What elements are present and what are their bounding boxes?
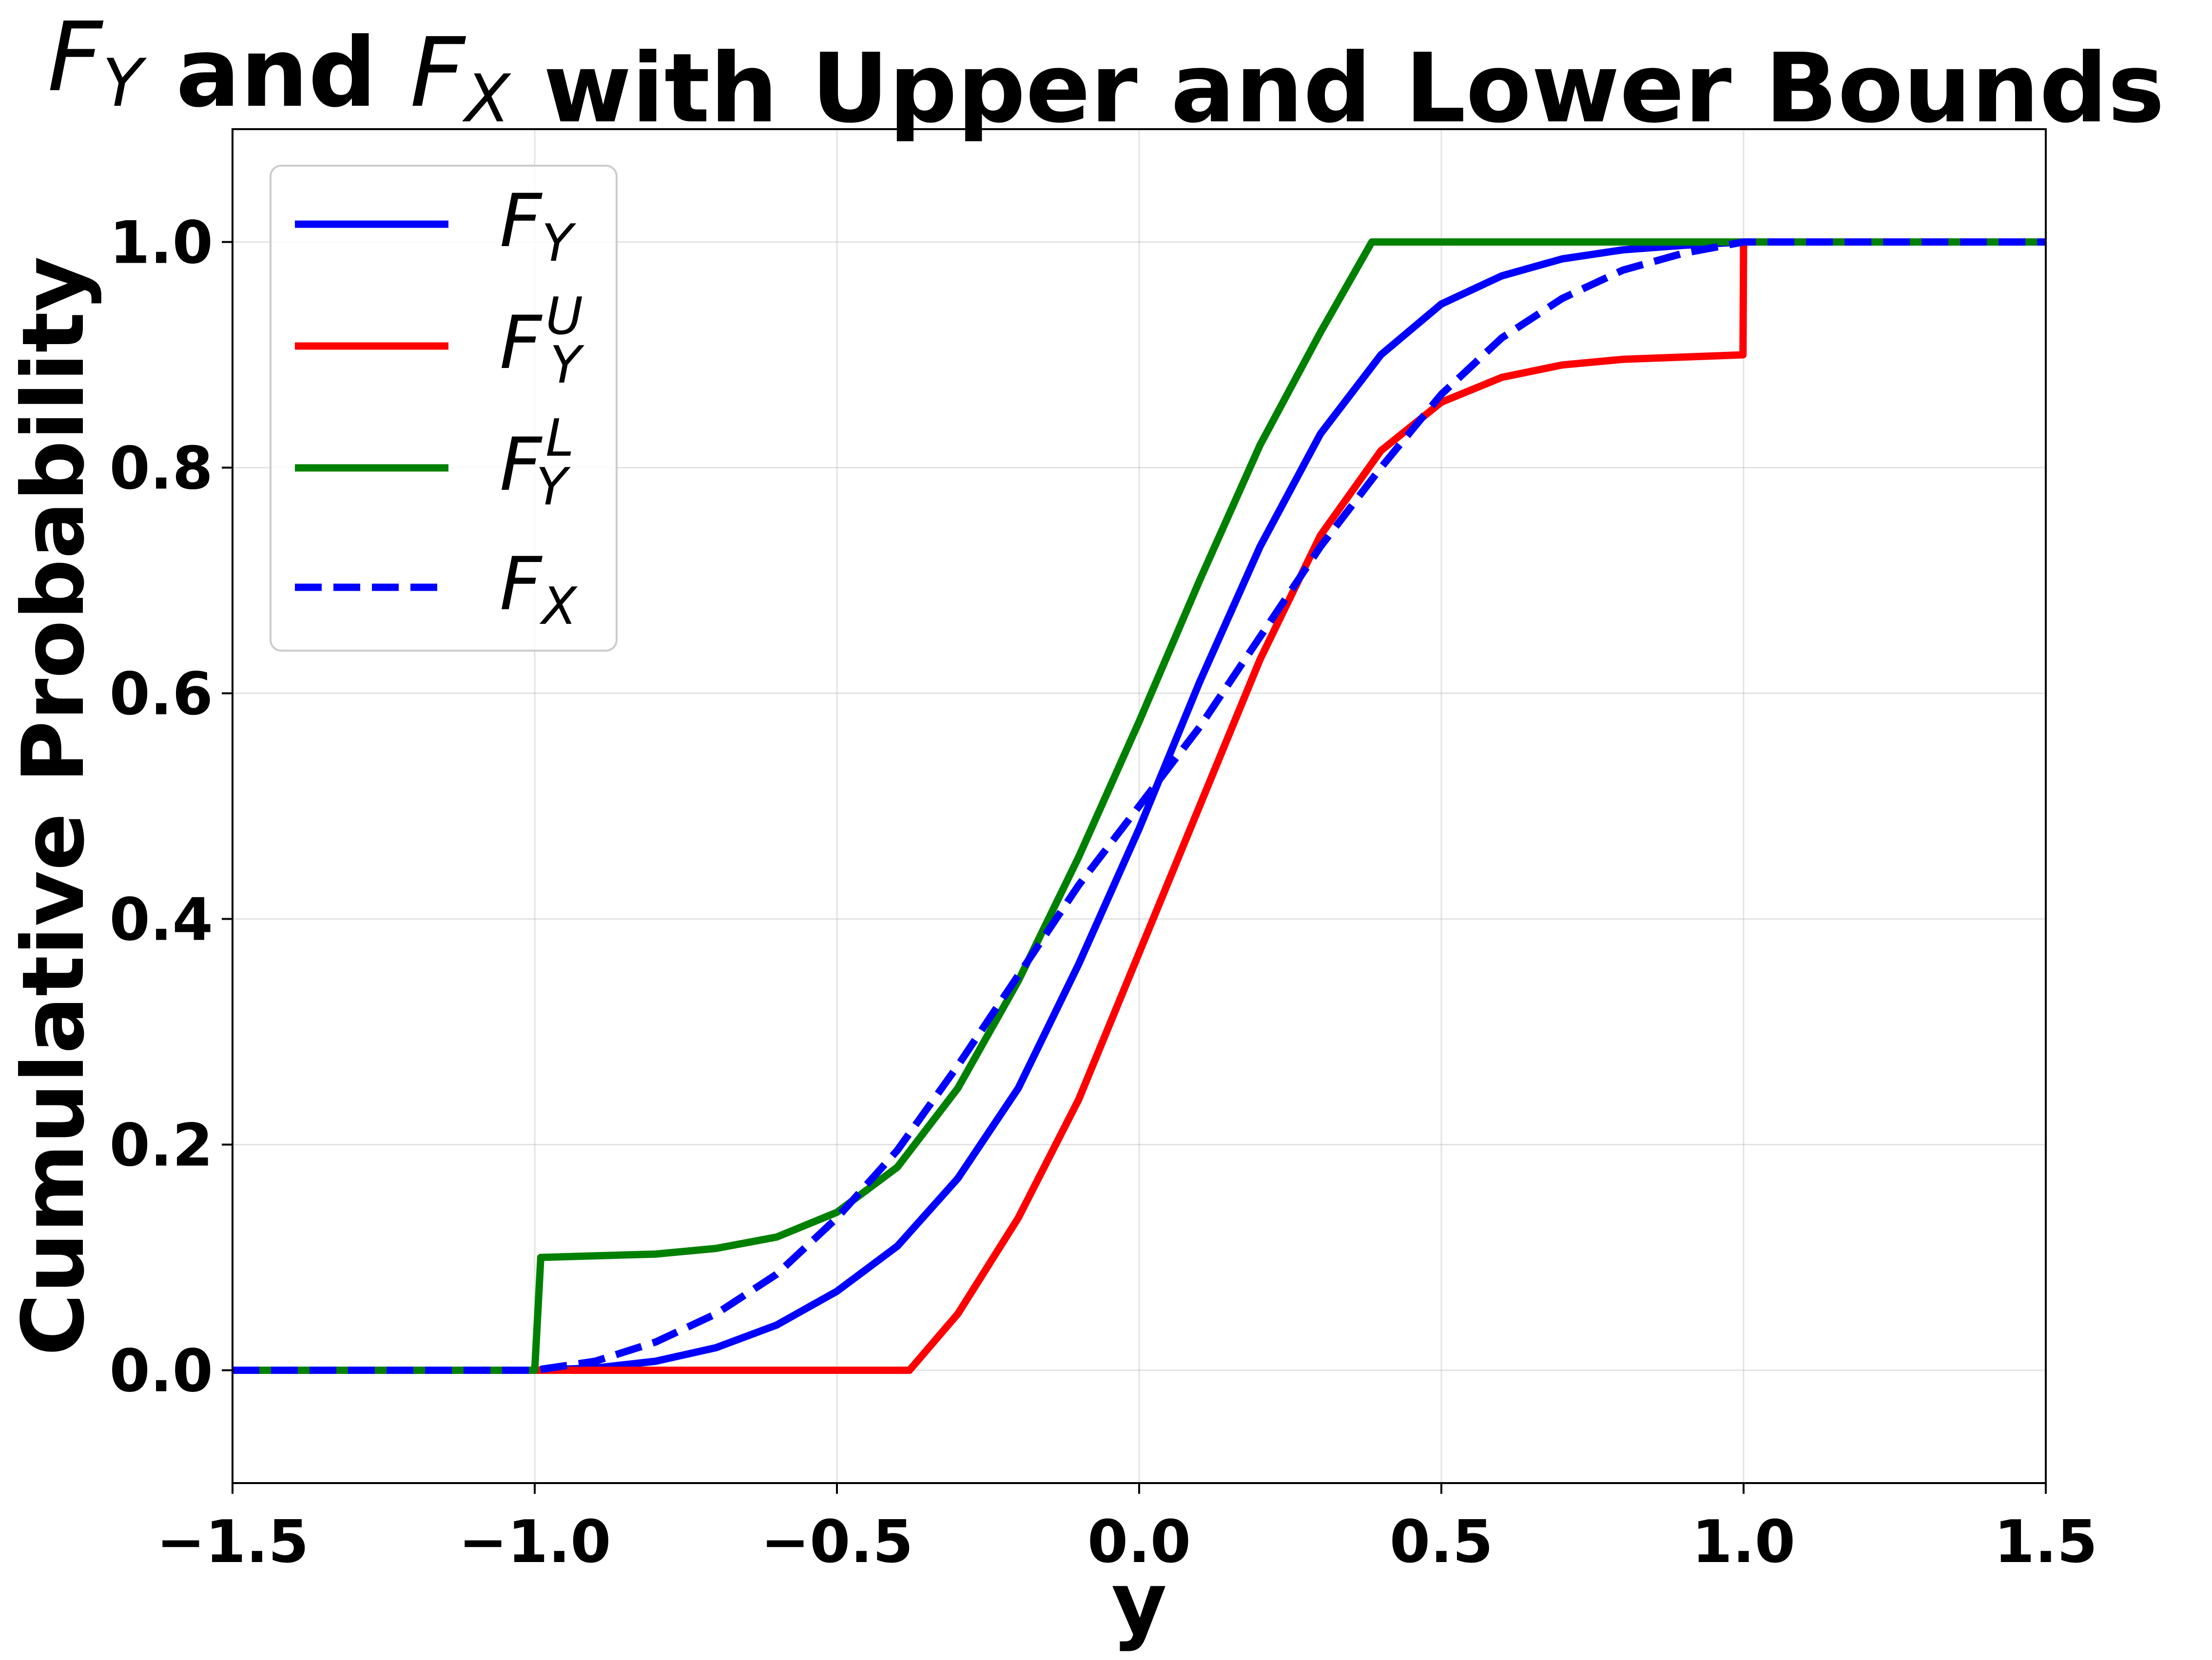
legend-label: FX xyxy=(500,542,578,636)
x-tick-label: 1.0 xyxy=(1692,1508,1796,1576)
x-tick-label: −0.5 xyxy=(760,1508,913,1576)
y-tick-label: 0.4 xyxy=(109,887,213,954)
title-text-part: and xyxy=(143,18,410,129)
y-axis-ticks: 0.0 0.2 0.4 0.6 0.8 1.0 xyxy=(109,210,233,1406)
title-subscript: X xyxy=(462,60,511,137)
x-tick-label: 1.5 xyxy=(1994,1508,2098,1576)
y-tick-label: 0.2 xyxy=(109,1112,213,1180)
legend-label: FL Y xyxy=(500,408,571,517)
series-line-f-x xyxy=(233,238,2046,1374)
legend-label: FU Y xyxy=(500,287,584,395)
legend-frame xyxy=(270,165,618,652)
legend-label: FY xyxy=(500,179,576,273)
series-line-f-y-u xyxy=(233,238,2046,1374)
legend-base: F xyxy=(500,423,543,507)
x-tick-label: 0.0 xyxy=(1087,1508,1191,1576)
x-tick-label: 0.5 xyxy=(1390,1508,1494,1576)
x-axis-label: y xyxy=(1111,1554,1167,1653)
y-tick-label: 0.8 xyxy=(109,435,213,503)
series-line-f-y-l xyxy=(233,238,2046,1374)
y-axis-label: Cumulative Probability xyxy=(4,256,103,1356)
chart-title: FY and FX with Upper and Lower Bounds xyxy=(47,2,2164,144)
title-subscript: Y xyxy=(102,45,147,121)
legend-superscript: U xyxy=(545,287,583,346)
legend-base: F xyxy=(500,301,543,386)
legend-subscript: Y xyxy=(550,335,584,395)
x-tick-label: −1.5 xyxy=(156,1508,309,1576)
series-line-f-y xyxy=(233,238,2046,1374)
title-symbol: F xyxy=(47,2,104,113)
series-group xyxy=(233,238,2046,1374)
legend-subscript: Y xyxy=(542,213,576,273)
legend-subscript: Y xyxy=(536,457,571,517)
title-text-part: with Upper and Lower Bounds xyxy=(510,33,2164,144)
y-tick-label: 1.0 xyxy=(109,210,213,277)
title-symbol: F xyxy=(410,18,466,129)
legend-base: F xyxy=(500,179,543,264)
x-axis-ticks: −1.5 −1.0 −0.5 0.0 0.5 1.0 1.5 xyxy=(156,1483,2097,1576)
legend-base: F xyxy=(500,542,543,627)
y-tick-label: 0.0 xyxy=(109,1338,213,1406)
legend-subscript: X xyxy=(539,577,578,636)
x-tick-label: −1.0 xyxy=(458,1508,611,1576)
y-tick-label: 0.6 xyxy=(109,661,213,729)
legend-superscript: L xyxy=(545,408,571,468)
